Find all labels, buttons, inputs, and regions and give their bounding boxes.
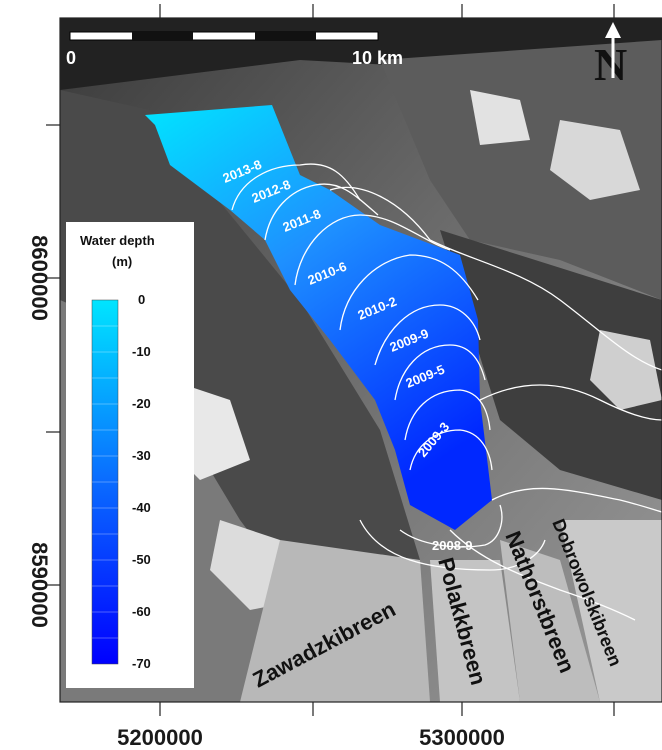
legend-label: 0: [138, 292, 145, 307]
legend-label: -30: [132, 448, 151, 463]
y-tick-label: 8600000: [27, 235, 52, 321]
y-tick-label: 8590000: [27, 542, 52, 628]
legend-label: -20: [132, 396, 151, 411]
scale-bar: 0 10 km: [66, 31, 403, 68]
map-frame: [59, 17, 662, 703]
legend-label: -40: [132, 500, 151, 515]
legend: Water depth (m) 0 -10 -20 -30 -40 -50 -6…: [66, 222, 194, 688]
contour-label: 2008-9: [432, 538, 472, 553]
legend-title: Water depth: [80, 233, 155, 248]
legend-label: -70: [132, 656, 151, 671]
legend-label: -10: [132, 344, 151, 359]
scale-end-label: 10 km: [352, 48, 403, 68]
terminus-contours: [231, 163, 662, 621]
x-tick-label: 5200000: [117, 725, 203, 750]
north-arrow-icon: N: [594, 22, 627, 90]
legend-label: -60: [132, 604, 151, 619]
x-tick-label: 5300000: [419, 725, 505, 750]
scale-start-label: 0: [66, 48, 76, 68]
lake-bathymetry: [145, 105, 492, 530]
axis-ticks: [46, 4, 615, 716]
north-arrow-label: N: [594, 39, 627, 90]
legend-unit: (m): [112, 254, 132, 269]
legend-label: -50: [132, 552, 151, 567]
